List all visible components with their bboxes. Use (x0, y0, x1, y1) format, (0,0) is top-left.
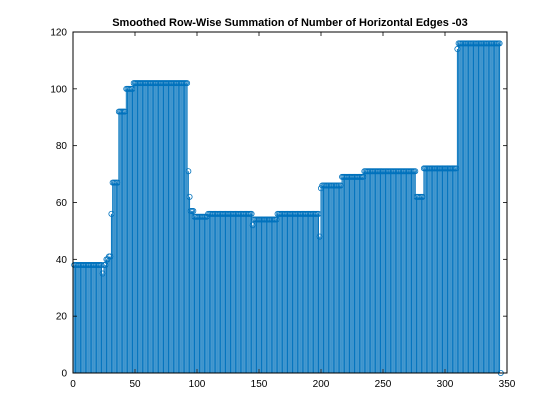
stem-marker (337, 182, 344, 189)
stem-marker (186, 193, 193, 200)
stem-marker (185, 168, 192, 175)
x-tick-label: 100 (189, 379, 206, 390)
y-tick-label: 0 (61, 369, 67, 380)
x-tick-label: 250 (375, 379, 392, 390)
chart-title: Smoothed Row-Wise Summation of Number of… (112, 17, 468, 29)
stem-marker (454, 46, 461, 53)
stem-marker (419, 193, 426, 200)
x-tick-label: 300 (437, 379, 454, 390)
stem-marker (496, 40, 503, 47)
stem-marker (114, 179, 121, 186)
stem-marker (102, 262, 109, 269)
stem-marker (248, 210, 255, 217)
y-tick-label: 20 (56, 312, 68, 323)
stem-marker (122, 108, 129, 115)
y-tick-label: 120 (50, 28, 67, 39)
stem-marker (99, 270, 106, 277)
data-stems (73, 43, 501, 373)
stem-marker (316, 233, 323, 240)
stem-marker (107, 253, 114, 260)
x-axis-ticks: 0 50 100 150 200 250 300 350 (70, 32, 516, 390)
y-tick-label: 100 (50, 84, 67, 95)
stem-marker (360, 173, 367, 180)
y-axis-ticks: 0 20 40 60 80 100 120 (50, 28, 507, 380)
stem-marker (108, 210, 115, 217)
x-tick-label: 0 (70, 379, 76, 390)
stem-marker (412, 168, 419, 175)
stem-marker (184, 80, 191, 87)
x-tick-label: 150 (251, 379, 268, 390)
stem-marker (129, 85, 136, 92)
data-markers (71, 40, 504, 376)
stem-marker (190, 208, 197, 215)
y-tick-label: 40 (56, 255, 68, 266)
stem-marker (98, 262, 105, 269)
x-tick-label: 350 (499, 379, 516, 390)
stem-marker (453, 165, 460, 172)
stem-marker (315, 210, 322, 217)
y-tick-label: 80 (56, 141, 68, 152)
stem-marker (273, 216, 280, 223)
stem-marker (249, 222, 256, 229)
x-tick-label: 200 (313, 379, 330, 390)
plot-area (71, 40, 504, 376)
x-tick-label: 50 (129, 379, 141, 390)
y-tick-label: 60 (56, 198, 68, 209)
